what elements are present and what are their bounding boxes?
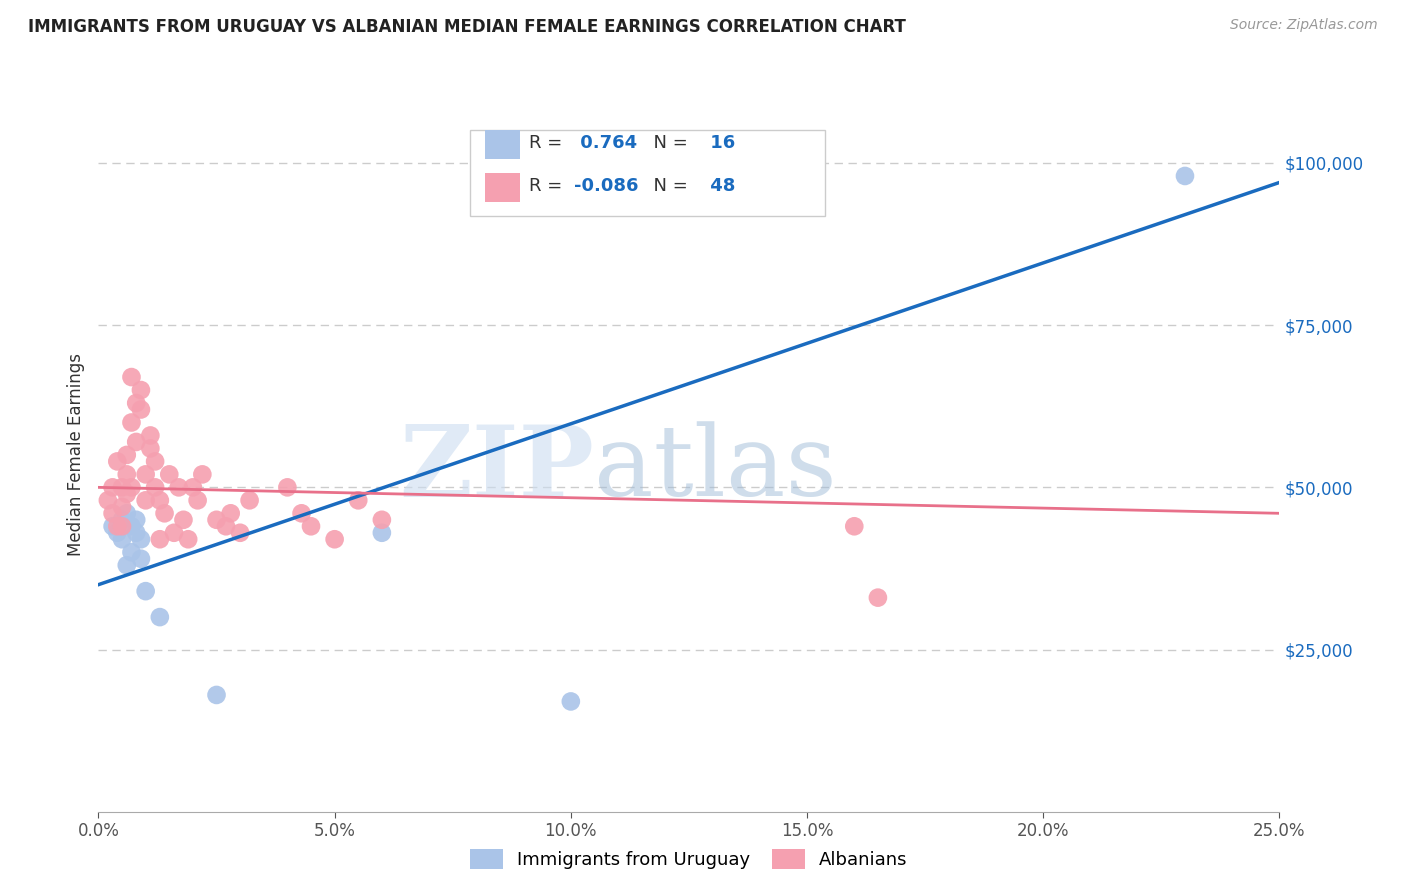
Point [101, 506, 124, 520]
Point [560, 694, 582, 708]
Point [866, 591, 889, 605]
Point [135, 493, 157, 508]
Text: -0.086: -0.086 [575, 177, 638, 194]
Point [121, 416, 143, 430]
Point [129, 551, 152, 566]
Point [205, 513, 228, 527]
Point [276, 480, 298, 494]
Point [115, 558, 138, 573]
Point [97, 493, 120, 508]
Point [290, 506, 312, 520]
Point [125, 513, 148, 527]
Point [111, 480, 134, 494]
Point [121, 370, 143, 384]
Point [115, 487, 138, 501]
Text: N =: N = [641, 177, 693, 194]
Point [125, 525, 148, 540]
Text: 0.764: 0.764 [575, 134, 637, 152]
Point [105, 525, 128, 540]
Point [139, 428, 162, 442]
Point [219, 506, 242, 520]
Y-axis label: Median Female Earnings: Median Female Earnings [66, 353, 84, 557]
Point [111, 533, 134, 547]
Point [181, 480, 204, 494]
Point [149, 493, 172, 508]
Point [143, 480, 166, 494]
Point [167, 480, 190, 494]
Point [121, 480, 143, 494]
Text: R =: R = [530, 177, 568, 194]
Point [371, 525, 394, 540]
Point [239, 493, 262, 508]
Point [172, 513, 194, 527]
Point [125, 434, 148, 449]
Text: Source: ZipAtlas.com: Source: ZipAtlas.com [1230, 18, 1378, 32]
Point [149, 610, 172, 624]
Point [111, 513, 134, 527]
Point [129, 383, 152, 397]
FancyBboxPatch shape [485, 130, 520, 159]
Point [105, 454, 128, 468]
Point [139, 442, 162, 456]
Point [347, 493, 370, 508]
Point [205, 688, 228, 702]
Text: atlas: atlas [595, 421, 837, 517]
Point [101, 480, 124, 494]
Point [115, 506, 138, 520]
Point [121, 519, 143, 533]
Point [149, 533, 172, 547]
Point [163, 525, 186, 540]
Point [191, 467, 214, 482]
Point [129, 533, 152, 547]
Text: R =: R = [530, 134, 568, 152]
Point [323, 533, 346, 547]
Text: 16: 16 [704, 134, 735, 152]
Point [1174, 169, 1197, 183]
Point [101, 519, 124, 533]
Point [157, 467, 180, 482]
Point [299, 519, 322, 533]
Point [111, 519, 134, 533]
FancyBboxPatch shape [471, 130, 825, 216]
Point [125, 396, 148, 410]
Point [129, 402, 152, 417]
Point [371, 513, 394, 527]
Point [177, 533, 200, 547]
Point [153, 506, 176, 520]
Text: ZIP: ZIP [399, 421, 595, 517]
Point [111, 500, 134, 514]
Text: 48: 48 [704, 177, 735, 194]
Point [115, 467, 138, 482]
Point [215, 519, 238, 533]
Point [115, 448, 138, 462]
Point [229, 525, 252, 540]
Point [135, 467, 157, 482]
Text: N =: N = [641, 134, 693, 152]
Point [844, 519, 866, 533]
Legend: Immigrants from Uruguay, Albanians: Immigrants from Uruguay, Albanians [461, 839, 917, 879]
Point [187, 493, 209, 508]
Point [143, 454, 166, 468]
Point [135, 584, 157, 599]
FancyBboxPatch shape [485, 173, 520, 202]
Text: IMMIGRANTS FROM URUGUAY VS ALBANIAN MEDIAN FEMALE EARNINGS CORRELATION CHART: IMMIGRANTS FROM URUGUAY VS ALBANIAN MEDI… [28, 18, 905, 36]
Point [121, 545, 143, 559]
Point [105, 519, 128, 533]
